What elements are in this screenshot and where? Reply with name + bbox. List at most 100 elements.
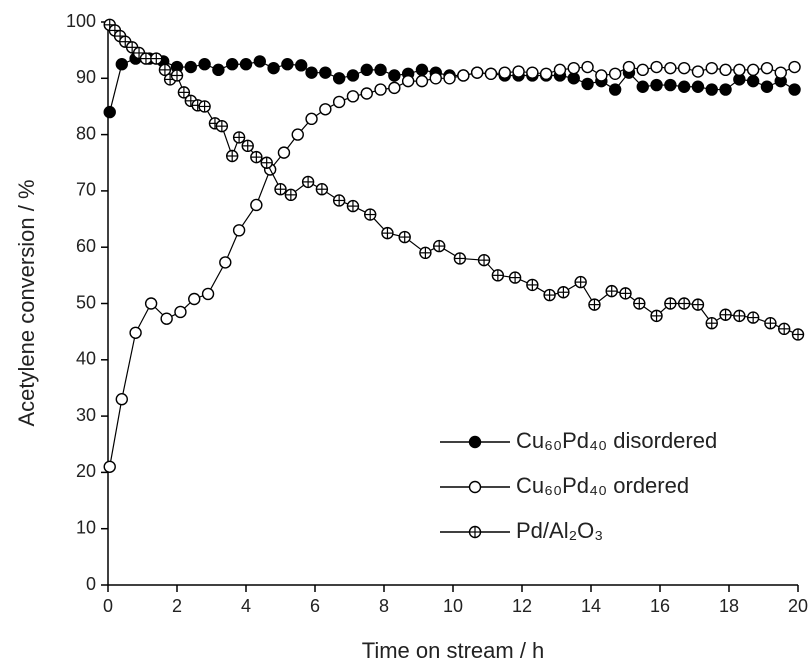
y-tick-label: 40 [76, 349, 96, 369]
marker [144, 297, 158, 310]
marker [581, 60, 594, 74]
marker [188, 292, 201, 306]
marker [567, 72, 580, 85]
y-tick-label: 80 [76, 123, 96, 143]
x-tick-label: 6 [310, 596, 320, 616]
marker [239, 58, 253, 71]
marker [415, 63, 429, 77]
marker [468, 480, 482, 494]
marker [360, 63, 373, 77]
marker [746, 63, 760, 77]
marker [484, 67, 498, 80]
marker [415, 74, 429, 88]
marker [291, 128, 304, 141]
marker [457, 69, 470, 82]
marker [760, 61, 774, 75]
marker [305, 112, 318, 126]
marker [346, 90, 360, 103]
marker [103, 105, 116, 119]
marker [705, 61, 718, 75]
marker [388, 81, 401, 95]
marker [160, 312, 173, 325]
marker [115, 58, 129, 71]
marker [677, 80, 691, 93]
legend-label: Pd/Al₂O₃ [516, 518, 603, 543]
x-tick-label: 2 [172, 596, 182, 616]
y-tick-label: 70 [76, 180, 96, 200]
marker [636, 80, 649, 93]
marker [719, 83, 732, 96]
marker [677, 61, 691, 75]
marker [705, 83, 718, 96]
marker [608, 83, 622, 96]
marker [760, 80, 774, 93]
x-axis-label: Time on stream / h [362, 638, 545, 663]
y-tick-label: 20 [76, 461, 96, 481]
marker [201, 287, 215, 301]
marker [253, 55, 266, 68]
y-tick-label: 100 [66, 11, 96, 31]
marker [788, 60, 801, 74]
y-tick-label: 10 [76, 517, 96, 537]
y-axis-label: Acetylene conversion / % [14, 179, 39, 426]
marker [232, 224, 246, 237]
marker [305, 66, 318, 79]
marker [174, 305, 187, 319]
marker [429, 72, 442, 85]
marker [567, 61, 580, 75]
marker [539, 67, 553, 80]
y-tick-label: 50 [76, 292, 96, 312]
x-tick-label: 0 [103, 596, 113, 616]
marker [581, 77, 594, 91]
marker [267, 61, 280, 75]
marker [332, 95, 346, 109]
x-tick-label: 16 [650, 596, 670, 616]
series-line [109, 57, 795, 113]
marker [691, 65, 705, 78]
marker [225, 58, 239, 71]
marker [512, 65, 525, 78]
marker [319, 103, 332, 116]
marker [664, 78, 677, 92]
marker [219, 256, 232, 269]
marker [650, 78, 663, 92]
marker [746, 74, 760, 88]
marker [733, 63, 746, 77]
x-tick-label: 8 [379, 596, 389, 616]
y-tick-label: 60 [76, 236, 96, 256]
marker [129, 326, 142, 339]
marker [468, 435, 482, 449]
x-tick-label: 14 [581, 596, 601, 616]
legend-label: Cu₆₀Pd₄₀ disordered [516, 428, 717, 453]
x-tick-label: 18 [719, 596, 739, 616]
marker [103, 460, 116, 473]
x-tick-label: 12 [512, 596, 532, 616]
marker [198, 58, 211, 71]
marker [250, 198, 263, 212]
marker [774, 66, 787, 79]
x-tick-label: 10 [443, 596, 463, 616]
y-tick-label: 0 [86, 574, 96, 594]
marker [401, 74, 415, 88]
y-tick-label: 90 [76, 67, 96, 87]
marker [719, 63, 732, 77]
marker [212, 63, 225, 77]
marker [319, 66, 332, 79]
marker [498, 66, 511, 79]
marker [346, 69, 360, 82]
marker [374, 83, 387, 96]
marker [622, 60, 636, 74]
marker [691, 80, 705, 93]
marker [443, 72, 456, 85]
marker [788, 83, 801, 96]
marker [526, 66, 539, 79]
marker [664, 61, 677, 75]
marker [332, 72, 346, 85]
marker [388, 69, 401, 82]
marker [184, 60, 198, 74]
marker [553, 63, 567, 77]
x-tick-label: 4 [241, 596, 251, 616]
y-tick-label: 30 [76, 405, 96, 425]
